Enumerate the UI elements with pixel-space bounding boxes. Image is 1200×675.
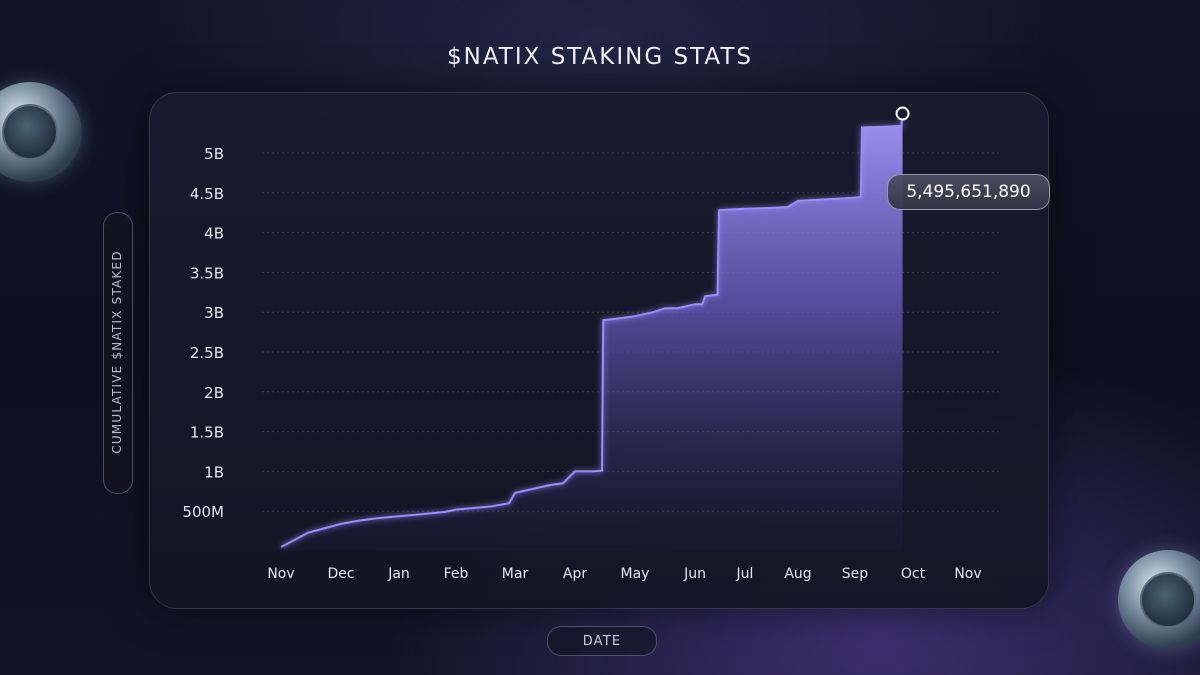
y-tick-label: 3.5B — [190, 264, 224, 282]
x-tick-label: Aug — [784, 566, 811, 582]
series-area-fill — [281, 113, 903, 551]
y-tick-label: 4B — [204, 225, 224, 243]
area-series — [280, 113, 904, 551]
x-tick-label: Sep — [842, 566, 869, 582]
coin-left-decoration — [0, 82, 82, 182]
x-tick-label: Mar — [502, 566, 529, 582]
y-tick-label: 3B — [204, 304, 224, 322]
y-tick-label: 2B — [204, 384, 224, 402]
highlight-marker — [895, 70, 910, 121]
highlight-point — [895, 106, 910, 121]
y-tick-labels: 500M 1B 1.5B 2B 2.5B 3B 3.5B 4B 4.5B 5B — [182, 145, 224, 521]
value-tooltip: 5,495,651,890 — [887, 174, 1050, 210]
x-tick-label: Apr — [563, 566, 587, 582]
y-tick-label: 1.5B — [190, 424, 224, 442]
x-tick-label: Jun — [683, 566, 706, 582]
coin-right-decoration — [1118, 550, 1200, 650]
x-tick-labels: Nov Dec Jan Feb Mar Apr May Jun Jul Aug Sep Oct Nov — [267, 566, 981, 582]
chart-title: $NATIX STAKING STATS — [447, 44, 753, 70]
x-tick-label: Jan — [387, 566, 410, 582]
y-tick-label: 500M — [182, 503, 224, 521]
x-tick-label: Dec — [327, 566, 354, 582]
y-tick-label: 4.5B — [190, 185, 224, 203]
x-tick-label: Oct — [901, 566, 926, 582]
y-tick-label: 2.5B — [190, 344, 224, 362]
x-tick-label: Feb — [444, 566, 469, 582]
y-tick-label: 1B — [204, 463, 224, 481]
x-tick-label: Nov — [267, 566, 294, 582]
y-tick-label: 5B — [204, 145, 224, 163]
series-line — [280, 113, 904, 548]
x-tick-label: May — [621, 566, 650, 582]
x-axis-label: DATE — [547, 626, 657, 656]
y-axis-label-pill — [103, 212, 133, 494]
x-tick-label: Nov — [954, 566, 981, 582]
x-tick-label: Jul — [736, 566, 754, 582]
